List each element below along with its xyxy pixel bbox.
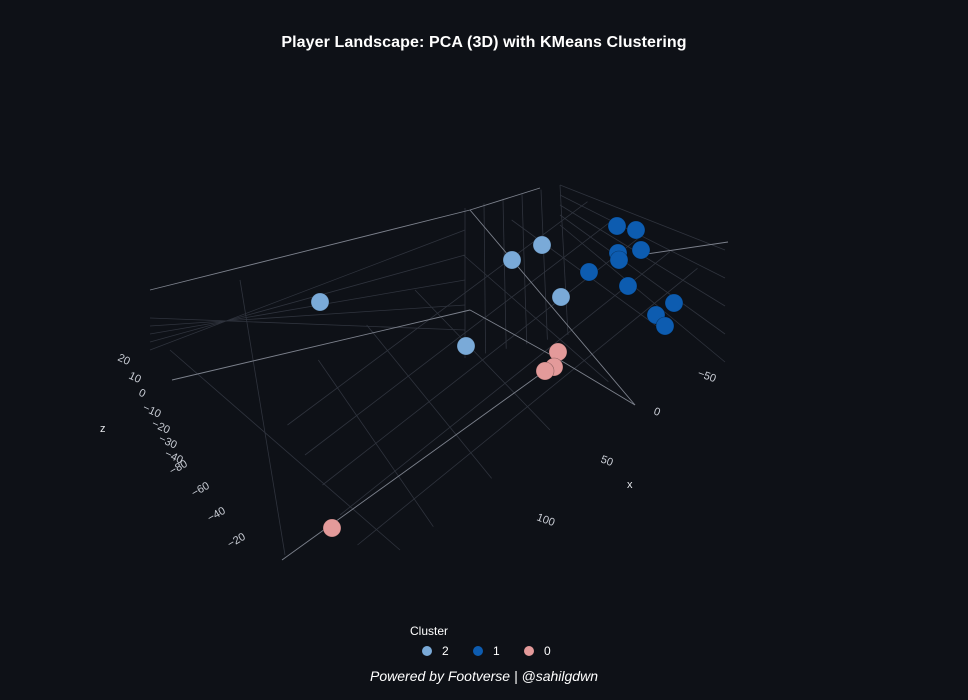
data-points[interactable] [310,216,684,538]
box-edge [469,309,561,361]
chart-title: Player Landscape: PCA (3D) with KMeans C… [281,34,687,51]
legend-item-cluster-0[interactable]: 0 [524,644,575,658]
box-edge [639,241,729,256]
wall-grid-line [559,184,569,336]
point-cluster-1[interactable] [618,276,638,296]
box-edge [469,187,541,211]
wall-grid-line [540,189,548,340]
legend-item-cluster-2[interactable]: 2 [422,644,473,658]
wall-grid-line [483,203,486,354]
wall-grid-line [149,304,466,327]
y-tick-label: −60 [190,480,212,500]
x-tick-label: 0 [652,406,662,419]
point-cluster-0[interactable] [322,518,342,538]
y-tick-label: −40 [206,505,228,525]
point-cluster-2[interactable] [532,235,552,255]
grid-lines [149,184,726,556]
wall-grid-line [559,214,726,335]
wall-grid-line [149,254,466,343]
x-axis-title: x [627,479,633,491]
x-tick-label: 50 [599,454,615,469]
point-cluster-1[interactable] [664,293,684,313]
point-cluster-2[interactable] [310,292,330,312]
floor-grid-line [169,349,401,551]
wall-grid-line [559,224,726,363]
point-cluster-1[interactable] [626,220,646,240]
wall-grid-line [521,194,528,345]
footer-credit: Powered by Footverse | @sahilgdwn [370,668,598,684]
box-edge [559,359,636,406]
legend: Cluster 2 1 0 [410,624,575,658]
wall-grid-line [149,317,466,331]
z-tick-label: −10 [141,402,163,421]
axis-titles: xz [100,423,633,491]
legend-marker [524,646,534,656]
z-axis-title: z [100,423,106,435]
y-tick-label: −20 [226,531,248,551]
point-cluster-1[interactable] [607,216,627,236]
x-tick-label: −50 [696,368,718,386]
point-cluster-0[interactable] [535,361,555,381]
x-tick-label: 100 [535,512,556,530]
legend-label: 1 [493,644,500,658]
legend-marker [422,646,432,656]
legend-item-cluster-1[interactable]: 1 [473,644,524,658]
box-edge [469,209,636,406]
point-cluster-1[interactable] [579,262,599,282]
z-tick-label: 0 [137,387,148,400]
legend-label: 2 [442,644,449,658]
legend-title: Cluster [410,624,449,638]
wall-grid-line [149,229,466,351]
point-cluster-1[interactable] [655,316,675,336]
point-cluster-2[interactable] [456,336,476,356]
z-tick-label: 10 [127,370,143,386]
floor-grid-line [357,268,698,546]
point-cluster-1[interactable] [631,240,651,260]
box-edge [149,209,471,291]
legend-label: 0 [544,644,551,658]
z-tick-label: 20 [116,352,132,368]
wall-grid-line [559,184,726,251]
box-edge [171,309,471,381]
point-cluster-1[interactable] [609,250,629,270]
point-cluster-2[interactable] [551,287,571,307]
wall-grid-line [239,279,286,556]
legend-marker [473,646,483,656]
wall-grid-line [559,194,726,279]
point-cluster-2[interactable] [502,250,522,270]
wall-grid-line [502,198,507,349]
wall-grid-line [149,279,466,335]
